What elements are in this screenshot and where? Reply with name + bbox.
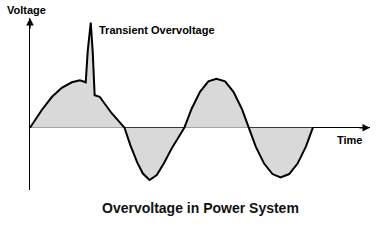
svg-text:Time: Time <box>337 134 362 146</box>
svg-text:Transient Overvoltage: Transient Overvoltage <box>99 24 215 36</box>
svg-text:Overvoltage in Power System: Overvoltage in Power System <box>102 200 299 216</box>
svg-text:Voltage: Voltage <box>7 4 46 16</box>
